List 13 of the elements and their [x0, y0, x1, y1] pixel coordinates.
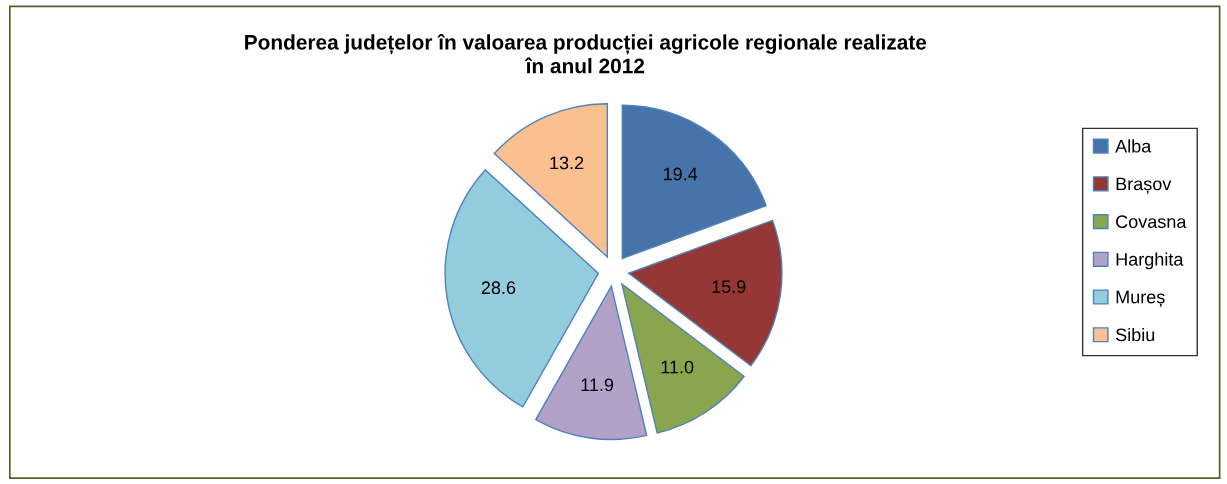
data-label: 19.4 [663, 167, 698, 181]
legend-label: Mureș [1116, 290, 1165, 308]
legend-label: Sibiu [1115, 327, 1155, 342]
data-label: 15.9 [712, 280, 746, 294]
legend-label: Alba [1115, 139, 1152, 153]
legend-label: Brașov [1116, 177, 1172, 194]
data-label: 28.6 [481, 281, 516, 295]
chart-title: Ponderea județelor în valoarea producției agricole regionale realizate în anul 2012 [245, 33, 927, 74]
data-label: 13.2 [550, 156, 584, 170]
legend-label: Harghita [1116, 252, 1184, 270]
data-label: 11.9 [581, 378, 614, 392]
data-label: 11.0 [661, 360, 694, 374]
legend-label: Covasna [1116, 215, 1187, 229]
